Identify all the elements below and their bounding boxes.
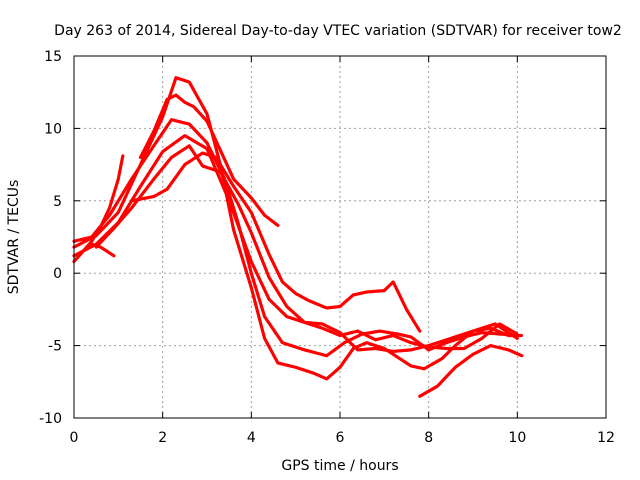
- chart-title: Day 263 of 2014, Sidereal Day-to-day VTE…: [54, 23, 622, 39]
- series-trace-7: [90, 242, 116, 258]
- x-tick-label: 0: [70, 430, 79, 446]
- x-tick-label: 8: [424, 430, 433, 446]
- axis-ticks: [73, 55, 607, 419]
- series-trace-5: [130, 151, 422, 333]
- y-tick-label: -5: [48, 339, 62, 355]
- series-trace-9: [418, 344, 524, 398]
- series-trace-8: [138, 93, 280, 227]
- x-tick-label: 4: [247, 430, 256, 446]
- x-axis-label: GPS time / hours: [281, 458, 398, 474]
- y-tick-label: -10: [39, 411, 62, 427]
- y-tick-label: 0: [53, 266, 62, 282]
- axis-tick-labels: 0 2 4 6 8 10 12 -10 -5 0 5 10 15: [39, 49, 615, 446]
- y-axis-label: SDTVAR / TECUs: [6, 180, 22, 295]
- y-tick-label: 5: [53, 194, 62, 210]
- y-tick-label: 10: [44, 121, 62, 137]
- y-tick-label: 15: [44, 49, 62, 65]
- x-tick-label: 2: [158, 430, 167, 446]
- x-tick-label: 12: [597, 430, 615, 446]
- series-trace-4: [94, 144, 524, 353]
- series-trace-2: [72, 118, 519, 358]
- data-series: [72, 76, 524, 398]
- series-trace-3: [72, 134, 519, 351]
- series-trace-6: [72, 154, 125, 264]
- x-tick-label: 6: [336, 430, 345, 446]
- x-tick-label: 10: [508, 430, 526, 446]
